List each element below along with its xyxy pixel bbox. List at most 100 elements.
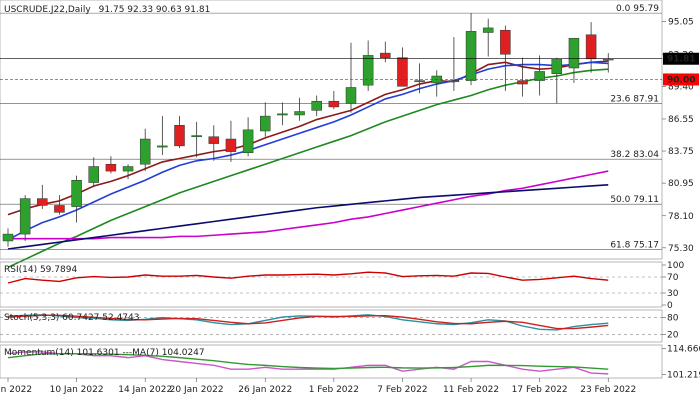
rsi-panel-frame — [0, 261, 663, 308]
chart-symbol: USCRUDE.J22,Daily — [4, 5, 91, 15]
candle-body — [105, 163, 117, 172]
price-labels: 91.81 90.00 — [0, 52, 699, 86]
candle-body — [414, 80, 425, 83]
moving-average-line — [7, 60, 609, 216]
stochastic-panel: 80 20 Stoch(5,3,3) 60.7427 52.4743 — [0, 309, 679, 343]
candle-body — [208, 136, 220, 144]
candlestick — [54, 195, 65, 215]
price-panel-frame — [0, 0, 663, 260]
rsi-plot — [0, 271, 662, 294]
candlestick — [139, 128, 151, 172]
candle-body — [225, 138, 237, 152]
candlestick — [568, 37, 580, 83]
candlestick — [311, 95, 322, 117]
candlestick — [225, 120, 237, 162]
candlestick — [242, 117, 254, 157]
price-tick-label: 95.05 — [668, 18, 694, 28]
candlestick — [157, 116, 168, 156]
fibonacci-levels: 0.0 95.79 23.6 87.91 38.2 83.04 50.0 79.11 6… — [0, 4, 662, 250]
price-label-text: 90.00 — [667, 75, 695, 85]
candlestick — [208, 125, 220, 161]
candlestick — [482, 18, 494, 57]
candlestick — [260, 102, 271, 137]
price-tick-label: 83.75 — [668, 147, 694, 157]
time-tick-label: 7 Feb 2022 — [377, 385, 427, 395]
indicator-tick-label: 114.660 — [667, 345, 700, 355]
time-tick-label: 11 Feb 2022 — [443, 385, 499, 395]
indicator-tick-label: 101.2191 — [667, 371, 700, 381]
candlestick — [71, 175, 82, 223]
candle-body — [277, 113, 288, 116]
candle-body — [534, 71, 545, 81]
candlestick — [465, 13, 477, 86]
candle-body — [37, 198, 48, 206]
momentum-panel: 114.660 101.2191 Momentum(14) 101.6301 --… — [0, 345, 700, 381]
moving-average-line — [8, 170, 609, 240]
candlestick — [19, 195, 31, 241]
candle-body — [311, 100, 322, 111]
candlestick — [517, 57, 528, 97]
fib-label: 0.0 95.79 — [616, 4, 659, 14]
candle-body — [19, 198, 31, 235]
candlestick — [500, 25, 511, 91]
momentum-title: Momentum(14) 101.6301 ---MA(7) 104.0247 — [4, 348, 205, 358]
time-tick-label: 17 Feb 2022 — [512, 385, 568, 395]
rsi-panel: 100 70 30 0 RSI(14) 59.7894 — [0, 261, 684, 311]
candlestick — [174, 116, 185, 149]
time-tick-label: 4 Jan 2022 — [0, 385, 32, 395]
candlestick — [37, 184, 48, 209]
moving-average-line — [7, 68, 609, 269]
candle-body — [122, 166, 134, 172]
indicator-tick-label: 30 — [667, 289, 679, 299]
time-tick-label: 26 Jan 2022 — [238, 385, 292, 395]
candle-body — [174, 125, 185, 147]
candlestick — [2, 228, 14, 247]
candle-body — [500, 29, 511, 55]
candle-body — [260, 115, 271, 132]
fib-label: 38.2 83.04 — [610, 150, 659, 160]
price-tick-label: 89.40 — [668, 82, 694, 92]
candle-body — [191, 135, 202, 138]
moving-average-line — [7, 61, 609, 241]
moving-averages — [7, 60, 609, 269]
indicator-line — [7, 353, 609, 370]
rsi-axis: 100 70 30 0 — [662, 261, 684, 311]
momentum-axis: 114.660 101.2191 — [662, 345, 700, 381]
candle-body — [328, 100, 340, 108]
candlestick — [328, 90, 340, 110]
fib-label: 61.8 75.17 — [610, 240, 659, 250]
indicator-tick-label: 100 — [667, 261, 684, 271]
candle-body — [397, 57, 408, 87]
candlestick — [105, 156, 117, 174]
candlestick — [362, 40, 374, 91]
candle-body — [448, 80, 460, 83]
indicator-line — [7, 271, 609, 284]
time-tick-label: 23 Feb 2022 — [580, 385, 636, 395]
candle-body — [242, 129, 254, 154]
candlestick — [448, 37, 460, 91]
chart-ohlc: 91.75 92.33 90.63 91.81 — [99, 5, 211, 15]
price-tick-label: 86.55 — [668, 115, 694, 125]
candle-body — [517, 80, 528, 85]
indicator-line — [7, 314, 609, 330]
price-tick-label: 75.30 — [668, 244, 694, 254]
stochastic-plot — [0, 314, 662, 335]
candle-body — [157, 145, 168, 148]
candlesticks — [2, 13, 614, 247]
indicator-tick-label: 80 — [667, 314, 679, 324]
candle-body — [139, 138, 151, 165]
candlestick — [122, 164, 134, 180]
candle-body — [88, 166, 99, 183]
candlestick — [191, 121, 202, 158]
candle-body — [585, 34, 597, 60]
candle-body — [380, 52, 391, 58]
candlestick — [88, 157, 99, 188]
candlestick — [345, 42, 357, 113]
price-label-box — [663, 73, 699, 86]
candle-body — [568, 37, 580, 69]
price-label-text: 91.81 — [667, 55, 695, 65]
chart-title: USCRUDE.J22,Daily 91.75 92.33 90.63 91.81 — [4, 5, 210, 15]
candle-body — [54, 205, 65, 213]
